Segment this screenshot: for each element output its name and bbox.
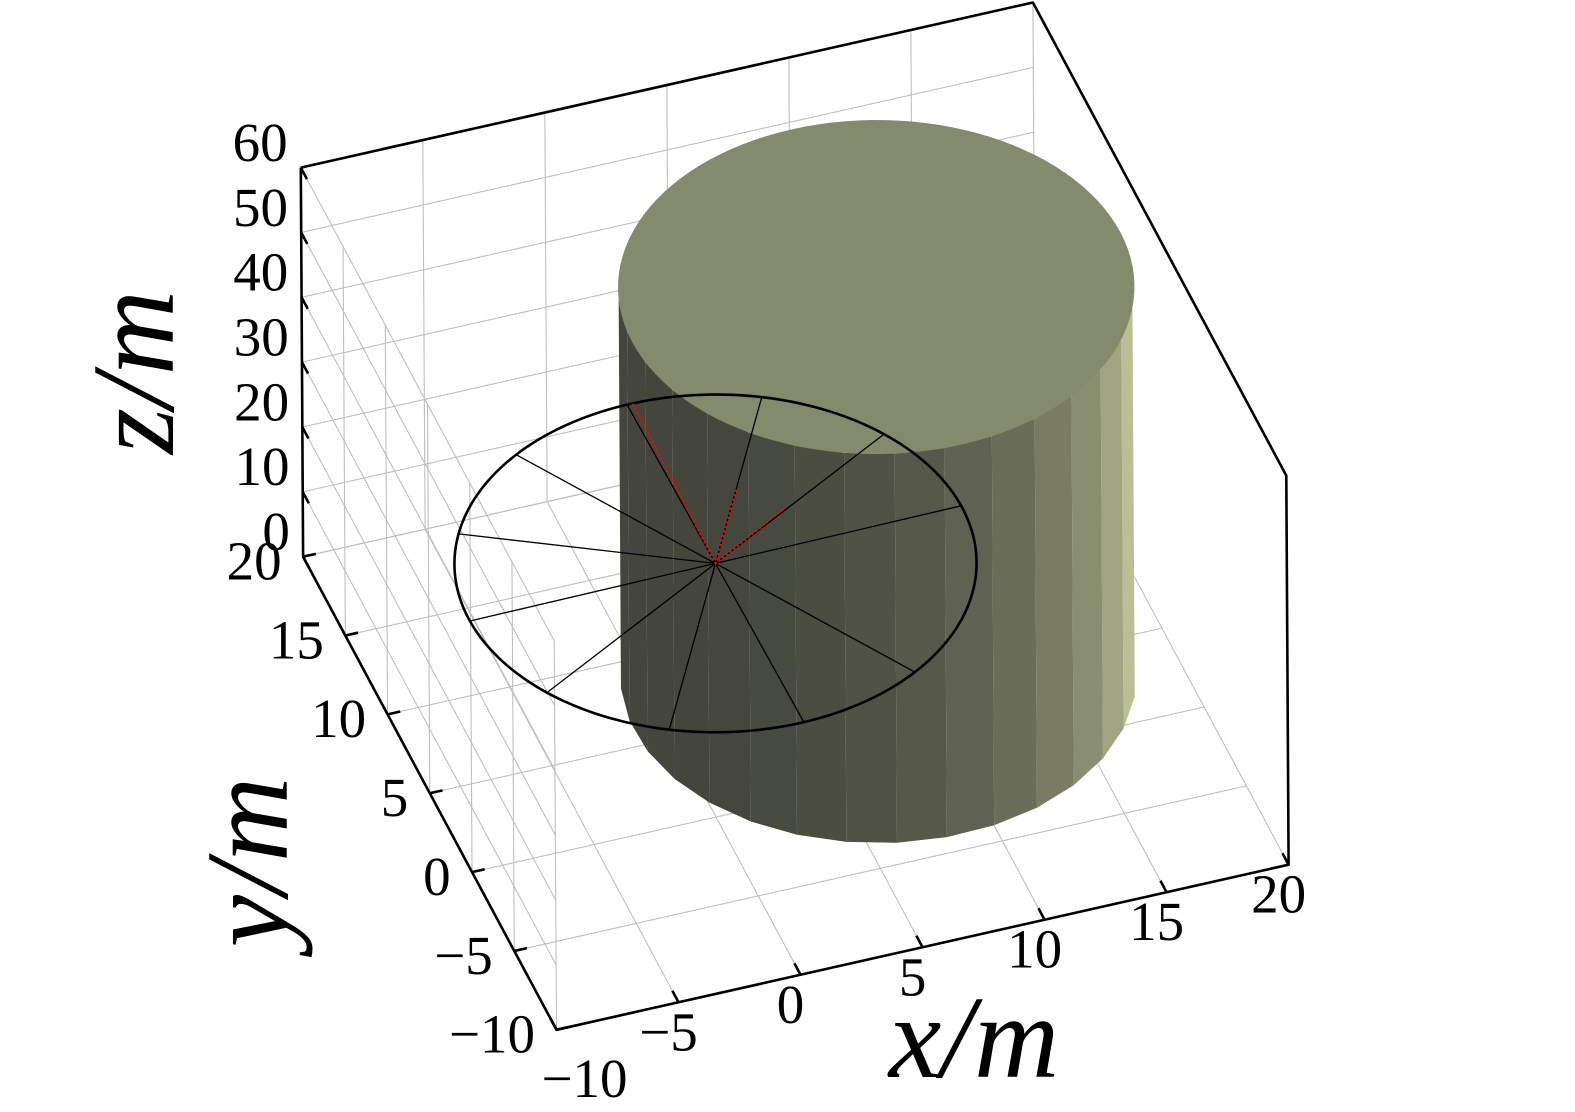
- svg-text:60: 60: [233, 112, 288, 173]
- svg-text:x/m: x/m: [887, 972, 1059, 1103]
- svg-text:5: 5: [381, 767, 409, 828]
- svg-text:−10: −10: [449, 1004, 535, 1065]
- svg-text:10: 10: [235, 436, 290, 497]
- svg-text:50: 50: [233, 177, 288, 238]
- svg-text:10: 10: [1007, 919, 1062, 980]
- svg-text:30: 30: [234, 307, 289, 368]
- svg-text:0: 0: [777, 974, 805, 1035]
- svg-text:40: 40: [233, 242, 288, 303]
- svg-text:−10: −10: [541, 1048, 627, 1109]
- svg-text:−5: −5: [434, 925, 493, 986]
- svg-text:−5: −5: [639, 1001, 698, 1062]
- svg-text:y/m: y/m: [182, 777, 313, 957]
- svg-text:20: 20: [1251, 864, 1306, 925]
- svg-text:20: 20: [234, 371, 289, 432]
- svg-text:10: 10: [311, 688, 366, 749]
- svg-text:20: 20: [227, 531, 282, 592]
- svg-text:z/m: z/m: [68, 290, 199, 456]
- svg-text:0: 0: [423, 846, 451, 907]
- svg-text:15: 15: [1129, 891, 1184, 952]
- svg-text:15: 15: [269, 609, 324, 670]
